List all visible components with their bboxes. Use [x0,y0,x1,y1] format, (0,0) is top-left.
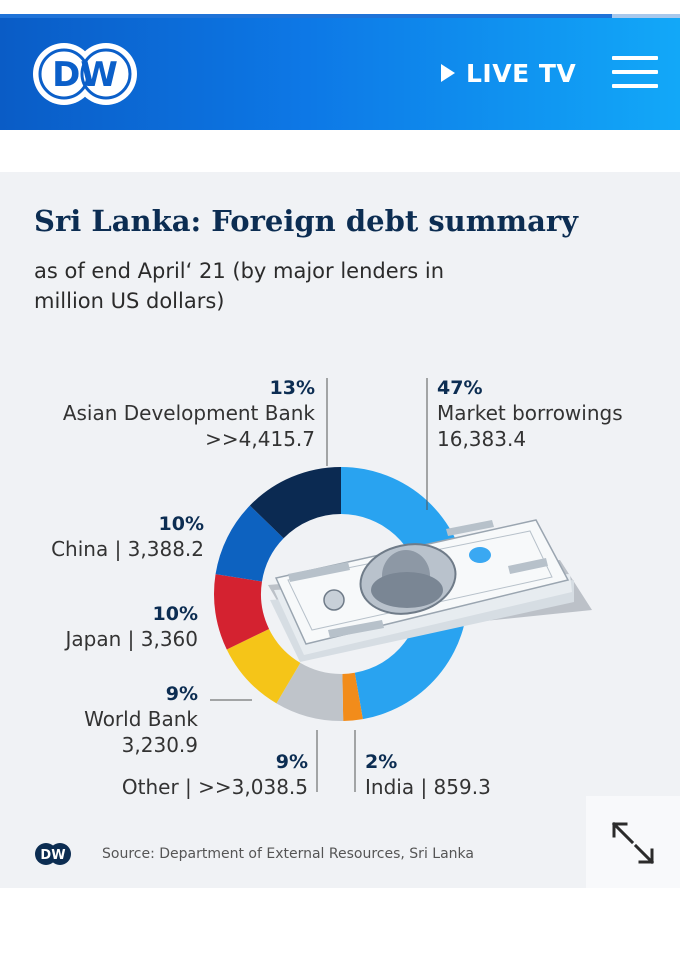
label-other-value: Other | >>3,038.5 [122,775,308,799]
label-japan-value: Japan | 3,360 [64,627,199,651]
banknote-stack-icon [268,519,592,662]
donut-slice-china [215,505,284,582]
progress-line [0,14,680,18]
label-adb-value: >>4,415.7 [205,427,315,451]
dw-logo-small-icon: DW [35,843,71,865]
site-header: DW LIVE TV [0,18,680,130]
live-tv-button[interactable]: LIVE TV [440,56,576,90]
chart-subtitle: as of end April‘ 21 (by major lenders in… [34,259,445,313]
expand-arrows-icon [611,821,655,865]
chart-card [0,172,680,888]
label-worldbank-percent: 9% [166,683,198,705]
footer-logo-text: DW [40,848,65,863]
hamburger-menu-icon[interactable] [612,56,658,92]
donut-slice-world-bank [226,628,301,704]
label-worldbank-name: World Bank [84,707,198,731]
label-india-percent: 2% [365,751,397,773]
label-china-percent: 10% [159,513,204,535]
live-tv-label: LIVE TV [466,58,577,88]
progress-line-fill [0,14,612,18]
donut-chart: 13% Asian Development Bank >>4,415.7 47%… [51,377,623,799]
source-note: Source: Department of External Resources… [102,846,474,862]
dw-logo[interactable]: DW [32,42,138,106]
label-adb-name: Asian Development Bank [63,401,316,425]
chart-title: Sri Lanka: Foreign debt summary [34,204,579,238]
label-india-value: India | 859.3 [365,775,491,799]
label-japan-percent: 10% [153,603,198,625]
label-adb-percent: 13% [270,377,315,399]
label-china-value: China | 3,388.2 [51,537,204,561]
dw-footer-logo: DW [34,842,72,866]
donut-slice-india [342,672,363,721]
label-market-name: Market borrowings [437,401,623,425]
leader-lines [210,378,428,792]
label-worldbank-value: 3,230.9 [122,733,198,757]
label-market-value: 16,383.4 [437,427,526,451]
label-market-percent: 47% [437,377,482,399]
dw-logo-icon: DW [33,43,137,105]
logo-text: DW [52,55,118,95]
donut-slice-asian-development-bank [249,467,341,539]
donut-slice-japan [214,574,270,650]
donut-slice-other [276,662,344,721]
label-other-percent: 9% [276,751,308,773]
expand-button[interactable] [586,796,680,888]
donut-slice-market-borrowings [341,467,468,720]
play-icon [441,64,455,82]
